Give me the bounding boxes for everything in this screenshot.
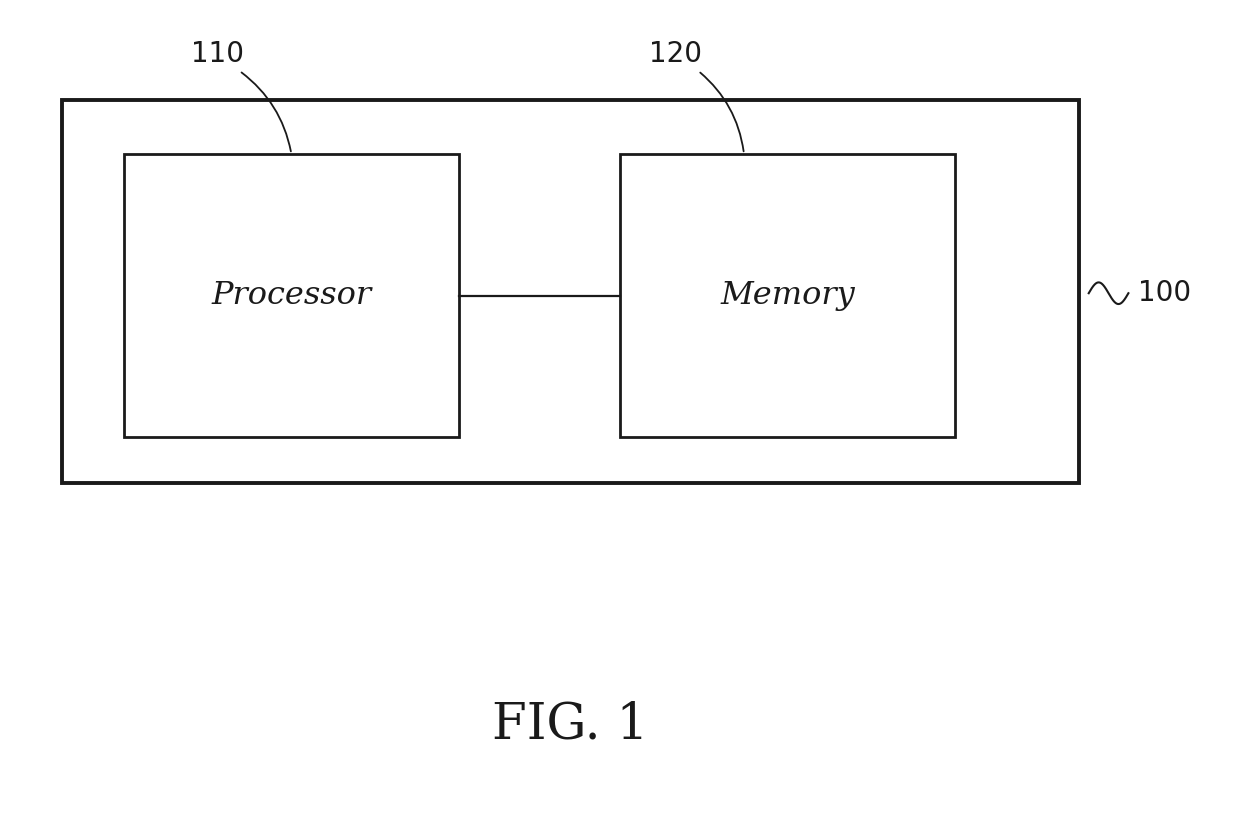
Bar [62, 100, 1079, 483]
Text: Memory: Memory [720, 280, 854, 312]
Text: FIG. 1: FIG. 1 [492, 700, 649, 750]
Text: 100: 100 [1138, 279, 1192, 307]
Bar [620, 154, 955, 437]
Bar [124, 154, 459, 437]
Text: 120: 120 [650, 40, 702, 68]
Text: Processor: Processor [211, 280, 372, 312]
Text: 110: 110 [191, 40, 243, 68]
